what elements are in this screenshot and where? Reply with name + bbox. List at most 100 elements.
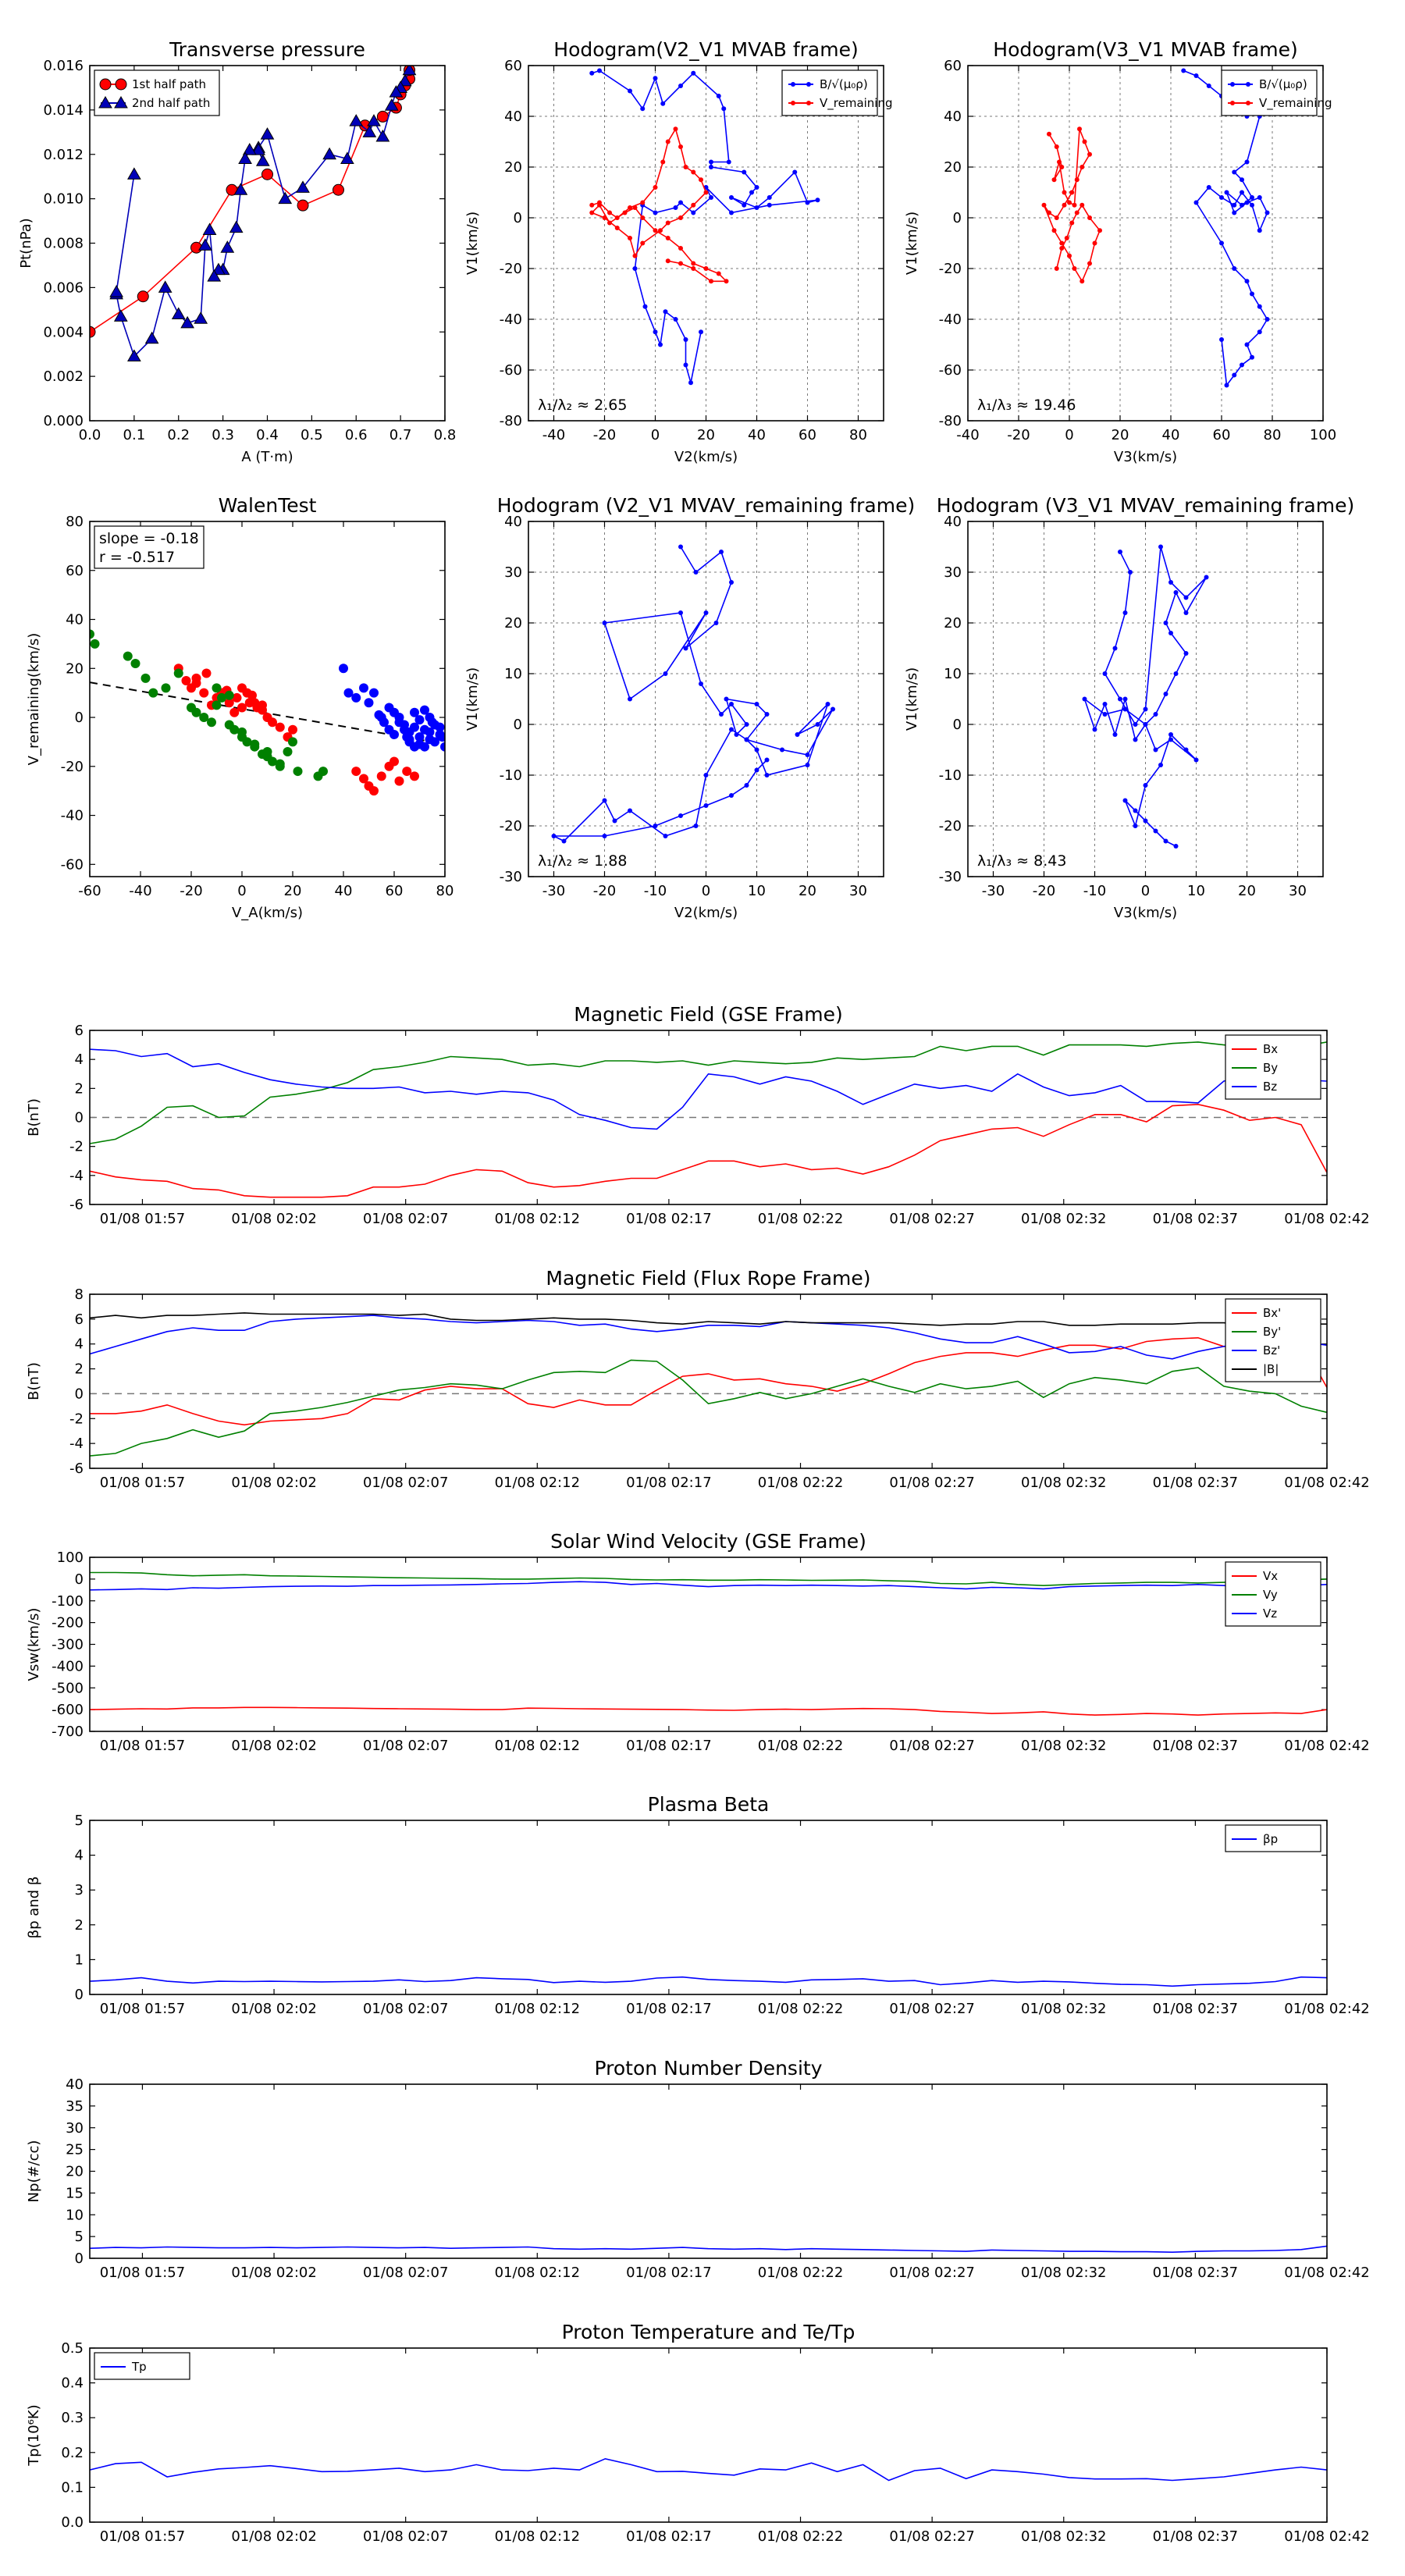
x-tick-label: 80 bbox=[849, 427, 867, 443]
data-point bbox=[1153, 828, 1158, 834]
x-tick-label: 01/08 02:07 bbox=[363, 1738, 448, 1754]
x-tick-label: 01/08 02:42 bbox=[1284, 1211, 1369, 1227]
data-point bbox=[1082, 139, 1087, 144]
data-point bbox=[1219, 240, 1224, 246]
data-point bbox=[1244, 159, 1250, 165]
data-point bbox=[602, 834, 607, 838]
chart-title: Plasma Beta bbox=[648, 1793, 770, 1816]
scatter-point bbox=[242, 737, 252, 747]
y-tick-label: -20 bbox=[61, 759, 84, 775]
data-point bbox=[640, 240, 646, 246]
data-point bbox=[171, 307, 186, 319]
y-axis-label: V_remaining(km/s) bbox=[26, 633, 42, 766]
legend: Tp bbox=[94, 2352, 190, 2380]
x-tick-label: 01/08 02:02 bbox=[231, 2265, 316, 2281]
y-tick-label: 20 bbox=[66, 660, 84, 677]
data-point bbox=[703, 610, 709, 615]
y-axis-label: V1(km/s) bbox=[904, 667, 920, 731]
x-tick-label: 0 bbox=[1141, 883, 1150, 899]
data-point bbox=[1102, 671, 1108, 676]
x-tick-label: 01/08 02:02 bbox=[231, 1475, 316, 1491]
legend-marker bbox=[791, 101, 795, 105]
x-tick-label: 0 bbox=[237, 883, 246, 899]
scatter-point bbox=[199, 713, 209, 723]
data-point bbox=[703, 803, 709, 808]
data-point bbox=[729, 210, 734, 215]
x-tick-label: 60 bbox=[799, 427, 816, 443]
x-axis-label: V_A(km/s) bbox=[232, 905, 303, 921]
y-tick-label: 20 bbox=[504, 615, 522, 632]
x-tick-label: -20 bbox=[1033, 883, 1055, 899]
x-tick-label: 01/08 02:27 bbox=[889, 1475, 974, 1491]
data-point bbox=[1163, 692, 1168, 696]
data-point bbox=[202, 222, 217, 235]
y-tick-label: 40 bbox=[504, 514, 522, 530]
data-point bbox=[729, 727, 734, 732]
x-tick-label: 01/08 02:12 bbox=[495, 1738, 580, 1754]
chart-title: Solar Wind Velocity (GSE Frame) bbox=[550, 1530, 866, 1553]
data-point bbox=[1082, 696, 1087, 702]
y-tick-label: 6 bbox=[75, 1311, 84, 1328]
data-point bbox=[678, 215, 683, 220]
y-tick-label: 60 bbox=[504, 58, 522, 74]
data-point bbox=[683, 362, 688, 368]
data-point bbox=[1112, 732, 1118, 737]
data-point bbox=[673, 317, 678, 322]
data-point bbox=[158, 280, 173, 293]
axes-frame bbox=[967, 65, 1324, 422]
x-tick-label: -40 bbox=[542, 427, 565, 443]
y-tick-label: 4 bbox=[75, 1336, 84, 1353]
x-tick-label: 01/08 02:32 bbox=[1021, 2265, 1106, 2281]
series-line-bz bbox=[90, 1315, 1327, 1360]
scatter-point bbox=[384, 724, 394, 735]
data-point bbox=[653, 185, 658, 190]
y-tick-label: -40 bbox=[939, 311, 962, 328]
scatter-point bbox=[247, 690, 257, 700]
data-point bbox=[724, 696, 729, 702]
data-point bbox=[678, 200, 683, 205]
legend-label: βp bbox=[1263, 1832, 1278, 1846]
data-point bbox=[1173, 590, 1179, 595]
chart-title: Proton Number Density bbox=[595, 2057, 823, 2080]
scatter-point bbox=[229, 724, 240, 735]
data-point bbox=[640, 106, 646, 112]
scatter-point bbox=[224, 698, 234, 708]
scatter-point bbox=[420, 724, 429, 735]
y-tick-label: -6 bbox=[69, 1461, 84, 1477]
data-point bbox=[678, 246, 683, 251]
data-point bbox=[1240, 177, 1244, 183]
data-point bbox=[340, 151, 354, 164]
data-point bbox=[665, 258, 670, 264]
data-point bbox=[1183, 610, 1189, 615]
data-point bbox=[1232, 372, 1237, 378]
y-tick-label: 100 bbox=[57, 1550, 84, 1566]
x-tick-label: 20 bbox=[284, 883, 302, 899]
data-point bbox=[1092, 240, 1097, 246]
y-tick-label: 5 bbox=[75, 2229, 84, 2245]
scatter-point bbox=[237, 703, 247, 713]
x-tick-label: -30 bbox=[982, 883, 1005, 899]
x-tick-label: 01/08 02:37 bbox=[1153, 2528, 1238, 2545]
plot-area bbox=[90, 1976, 1327, 1987]
data-point bbox=[612, 818, 617, 824]
data-point bbox=[1193, 757, 1199, 763]
x-tick-label: 0.7 bbox=[389, 427, 412, 443]
y-tick-label: -60 bbox=[500, 362, 522, 379]
chart-proton-temperature: Proton Temperature and Te/Tp 01/08 01:57 0… bbox=[26, 2321, 1370, 2545]
data-point bbox=[699, 329, 703, 335]
series-line-by bbox=[90, 1041, 1327, 1144]
y-tick-label: 0.1 bbox=[61, 2479, 84, 2496]
data-point bbox=[260, 127, 275, 140]
y-tick-label: -30 bbox=[939, 869, 962, 885]
x-tick-label: 01/08 02:02 bbox=[231, 1211, 316, 1227]
y-tick-label: 0 bbox=[75, 1571, 84, 1588]
y-tick-label: -20 bbox=[500, 818, 522, 834]
data-point bbox=[602, 215, 607, 220]
series-line-b bbox=[1183, 69, 1268, 387]
series-line-p bbox=[90, 1976, 1327, 1987]
scatter-point bbox=[217, 692, 226, 703]
x-tick-label: 60 bbox=[386, 883, 404, 899]
y-axis-label: Np(#/cc) bbox=[26, 2140, 42, 2203]
x-tick-label: 01/08 01:57 bbox=[100, 1211, 185, 1227]
legend-label: V_remaining bbox=[820, 96, 893, 111]
